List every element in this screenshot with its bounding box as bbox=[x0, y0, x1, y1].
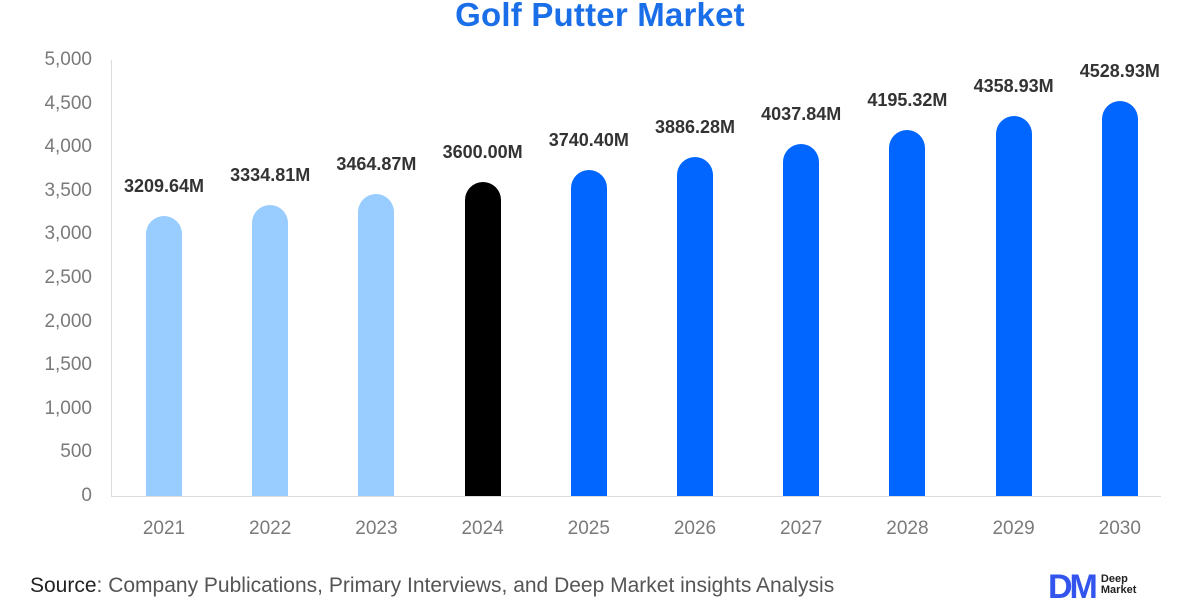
brand-logo: DM Deep Market bbox=[1048, 570, 1136, 604]
x-tick-label: 2021 bbox=[142, 518, 186, 539]
data-label: 4195.32M bbox=[867, 90, 948, 111]
x-tick-label: 2023 bbox=[355, 518, 398, 539]
data-label: 3740.40M bbox=[548, 129, 629, 150]
logo-line-1: Deep bbox=[1100, 573, 1128, 585]
bar-2030 bbox=[1101, 101, 1138, 496]
x-tick-label: 2030 bbox=[1098, 518, 1141, 539]
logo-mark-icon: DM bbox=[1048, 568, 1098, 606]
source-text: : Company Publications, Primary Intervie… bbox=[96, 574, 835, 597]
x-axis-line bbox=[111, 496, 1161, 497]
x-tick-label: 2026 bbox=[673, 518, 717, 539]
data-label: 3334.81M bbox=[230, 165, 311, 186]
data-label: 3464.87M bbox=[336, 153, 417, 174]
y-tick-label: 4,000 bbox=[44, 136, 92, 158]
logo-text: Deep Market bbox=[1101, 574, 1136, 596]
x-tick-label: 2028 bbox=[886, 518, 929, 539]
y-tick-label: 2,000 bbox=[44, 310, 92, 332]
y-tick-label: 5,000 bbox=[44, 49, 92, 70]
y-tick-label: 1,500 bbox=[44, 354, 92, 376]
bar-2028 bbox=[889, 130, 926, 496]
y-axis-line bbox=[111, 60, 112, 496]
bar-2029 bbox=[995, 115, 1032, 496]
x-tick-label: 2022 bbox=[249, 518, 292, 539]
y-tick-label: 3,500 bbox=[44, 179, 92, 201]
y-tick-label: 1,000 bbox=[44, 397, 92, 419]
bar-2025 bbox=[570, 169, 607, 496]
x-tick-label: 2024 bbox=[461, 518, 504, 539]
x-tick-label: 2027 bbox=[780, 518, 823, 539]
bar-2024 bbox=[464, 182, 501, 496]
y-tick-label: 500 bbox=[60, 441, 92, 463]
y-tick-label: 2,500 bbox=[44, 267, 92, 288]
bar-2027 bbox=[783, 143, 820, 496]
x-tick-label: 2025 bbox=[567, 518, 610, 539]
data-label: 3209.64M bbox=[123, 176, 205, 197]
data-label: 3886.28M bbox=[654, 117, 736, 138]
y-tick-label: 4,500 bbox=[44, 92, 92, 114]
data-label: 4037.84M bbox=[761, 103, 842, 124]
x-tick-label: 2029 bbox=[992, 518, 1035, 539]
chart-title: Golf Putter Market bbox=[455, 0, 745, 33]
bar-2022 bbox=[252, 205, 289, 496]
source-footnote: Source: Company Publications, Primary In… bbox=[30, 574, 834, 598]
bar-2023 bbox=[358, 193, 395, 496]
bar-2026 bbox=[677, 157, 713, 496]
bar-2021 bbox=[146, 216, 182, 496]
data-label: 3600.00M bbox=[442, 142, 523, 163]
logo-line-2: Market bbox=[1100, 584, 1137, 596]
data-label: 4358.93M bbox=[973, 75, 1054, 96]
data-label: 4528.93M bbox=[1079, 61, 1160, 82]
source-label: Source bbox=[30, 574, 97, 597]
y-tick-label: 3,000 bbox=[44, 223, 92, 245]
y-tick-label: 0 bbox=[81, 485, 92, 506]
